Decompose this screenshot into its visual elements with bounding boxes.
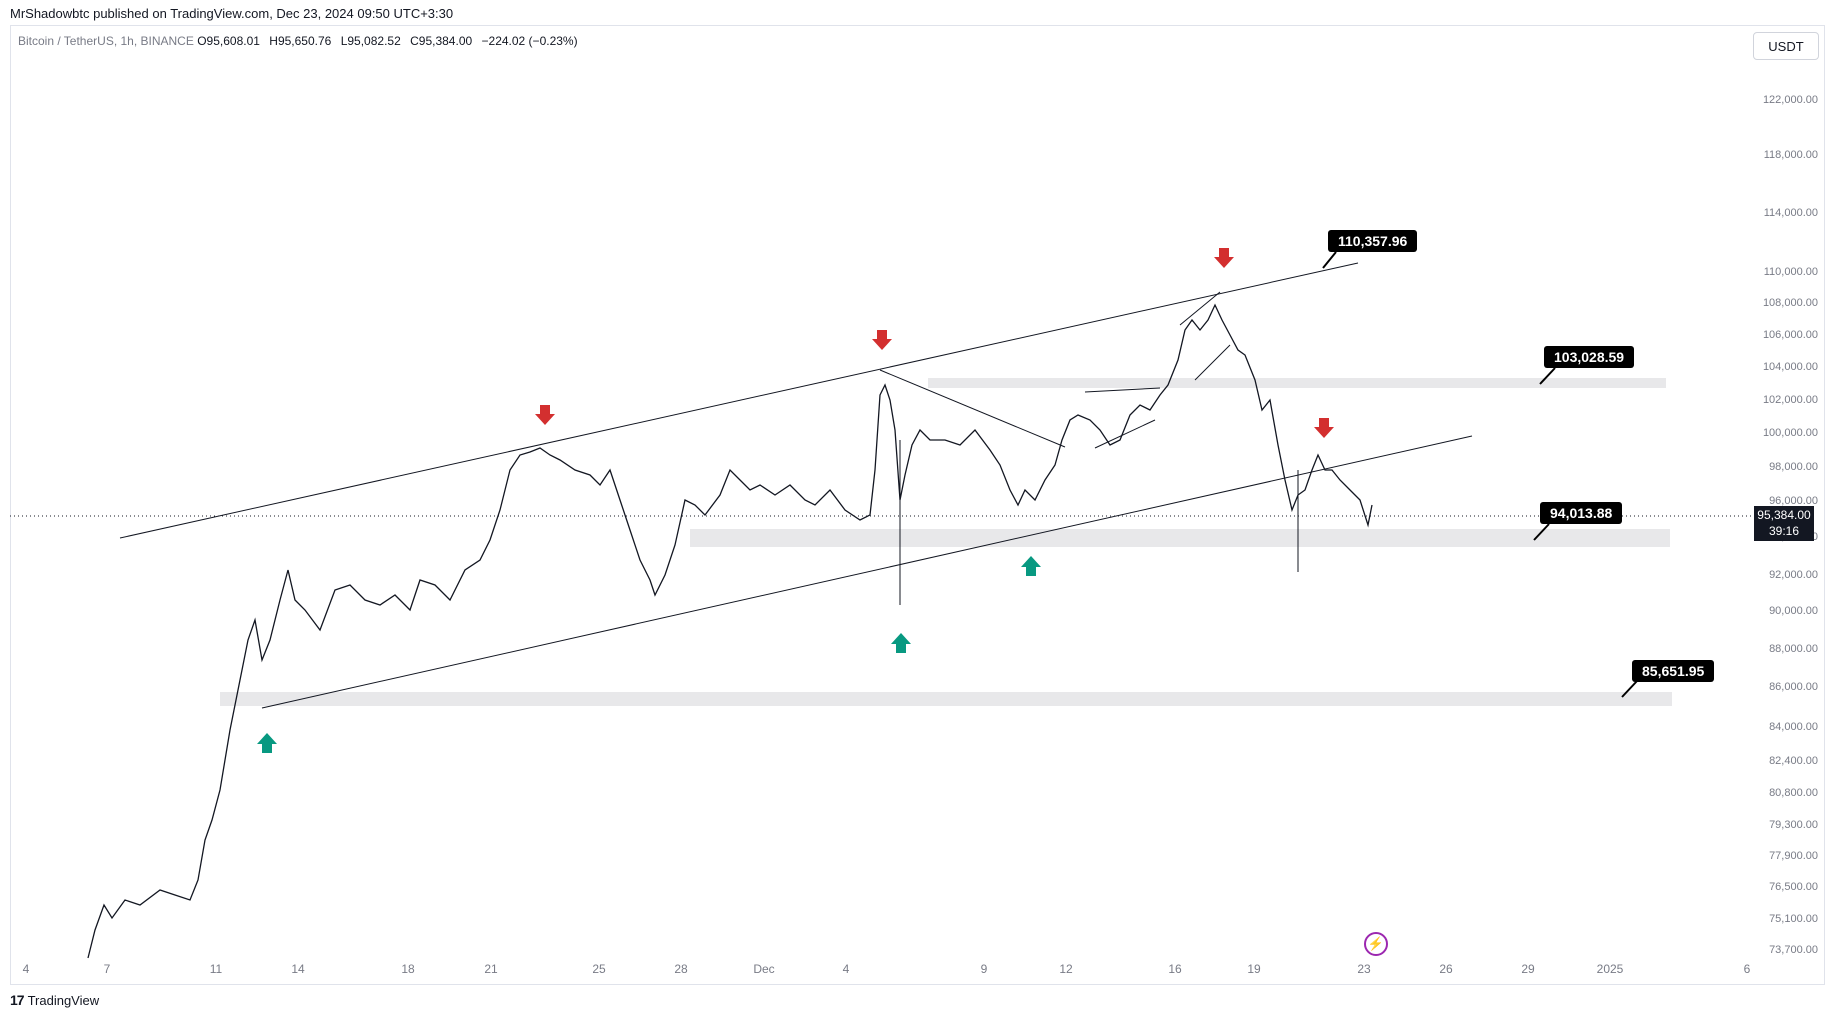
time-tick: 16 (1168, 962, 1182, 976)
price-tick: 90,000.00 (1769, 605, 1818, 617)
price-tick: 75,100.00 (1769, 913, 1818, 925)
close-value: 95,384.00 (418, 34, 473, 48)
time-tick: 29 (1521, 962, 1535, 976)
footer-logo: 17 TradingView (10, 992, 99, 1008)
time-tick: 7 (103, 962, 111, 976)
price-tick: 106,000.00 (1762, 329, 1818, 341)
price-tick: 96,000.00 (1769, 495, 1818, 507)
symbol-info: Bitcoin / TetherUS, 1h, BINANCE O95,608.… (18, 34, 584, 48)
price-tick: 79,300.00 (1769, 819, 1818, 831)
label-pointer (1621, 680, 1638, 698)
time-tick: 4 (842, 962, 850, 976)
label-pointer (1533, 523, 1550, 541)
price-line (87, 303, 1373, 959)
price-tick: 110,000.00 (1763, 266, 1818, 278)
high-value: 95,650.76 (277, 34, 332, 48)
price-tick: 114,000.00 (1763, 207, 1818, 219)
down-arrow-icon (1314, 418, 1334, 438)
time-tick: 18 (401, 962, 415, 976)
up-arrow-icon (891, 633, 911, 653)
descending-line (879, 369, 1066, 448)
close-label: C (410, 34, 419, 48)
time-tick: 4 (22, 962, 30, 976)
bolt-icon[interactable]: ⚡ (1364, 932, 1388, 956)
level-label-3: 94,013.88 (1540, 502, 1623, 524)
wedge-top-line (1084, 387, 1161, 393)
time-tick: 12 (1059, 962, 1073, 976)
time-tick: 6 (1743, 962, 1751, 976)
change-value: −224.02 (−0.23%) (481, 34, 578, 48)
up-arrow-icon (257, 733, 277, 753)
support-zone-low (220, 692, 1672, 706)
low-value: 95,082.52 (347, 34, 401, 48)
high-label: H (269, 34, 278, 48)
wedge-bottom-line (1094, 419, 1156, 449)
support-zone (690, 529, 1670, 547)
time-tick: 26 (1439, 962, 1453, 976)
time-tick: 23 (1357, 962, 1371, 976)
time-tick: 11 (209, 962, 223, 976)
publisher-text: MrShadowbtc published on TradingView.com… (10, 6, 454, 21)
price-axis[interactable]: 122,000.00 118,000.00 114,000.00 110,000.00… (1752, 26, 1824, 956)
price-tick: 76,500.00 (1769, 881, 1818, 893)
last-price-label: 95,384.00 39:16 (1754, 506, 1814, 541)
price-tick: 73,700.00 (1769, 944, 1818, 956)
chart-frame[interactable] (10, 25, 1825, 985)
time-tick: Dec (753, 962, 775, 976)
time-tick: 19 (1247, 962, 1261, 976)
price-tick: 104,000.00 (1762, 361, 1818, 373)
open-label: O (197, 34, 207, 48)
down-arrow-icon (1214, 248, 1234, 268)
time-tick: 28 (674, 962, 688, 976)
level-label-4: 85,651.95 (1632, 660, 1715, 682)
price-tick: 98,000.00 (1769, 461, 1818, 473)
price-tick: 82,400.00 (1769, 755, 1818, 767)
price-tick: 100,000.00 (1762, 427, 1818, 439)
time-tick: 2025 (1596, 962, 1624, 976)
price-tick: 118,000.00 (1763, 149, 1818, 161)
price-tick: 102,000.00 (1762, 394, 1818, 406)
price-tick: 88,000.00 (1769, 643, 1818, 655)
footer-text: TradingView (27, 992, 100, 1008)
price-tick: 80,800.00 (1769, 787, 1818, 799)
low-label: L (340, 34, 348, 48)
price-tick: 122,000.00 (1762, 94, 1818, 106)
time-tick: 25 (592, 962, 606, 976)
price-tick: 92,000.00 (1769, 569, 1818, 581)
price-tick: 84,000.00 (1769, 721, 1818, 733)
countdown: 39:16 (1768, 524, 1800, 538)
time-tick: 14 (291, 962, 305, 976)
open-value: 95,608.01 (206, 34, 260, 48)
rising-wedge-top (1179, 291, 1221, 326)
label-pointer (1322, 251, 1337, 269)
level-label-1: 110,357.96 (1328, 230, 1418, 252)
label-pointer (1539, 367, 1556, 385)
currency-button[interactable]: USDT (1753, 32, 1819, 60)
time-tick: 9 (980, 962, 988, 976)
down-arrow-icon (535, 405, 555, 425)
channel-upper-line (119, 262, 1359, 539)
time-tick: 21 (484, 962, 498, 976)
up-arrow-icon (1021, 556, 1041, 576)
last-price-value: 95,384.00 (1757, 508, 1811, 522)
price-tick: 108,000.00 (1762, 297, 1818, 309)
price-tick: 77,900.00 (1769, 850, 1818, 862)
symbol-name[interactable]: Bitcoin / TetherUS, 1h, BINANCE (18, 34, 194, 48)
level-label-2: 103,028.59 (1544, 346, 1635, 368)
down-arrow-icon (872, 330, 892, 350)
tradingview-logo-icon: 17 (10, 992, 25, 1008)
channel-lower-line (261, 435, 1473, 709)
price-tick: 86,000.00 (1769, 681, 1818, 693)
rising-wedge-bottom (1194, 344, 1231, 381)
resistance-zone (928, 378, 1666, 388)
